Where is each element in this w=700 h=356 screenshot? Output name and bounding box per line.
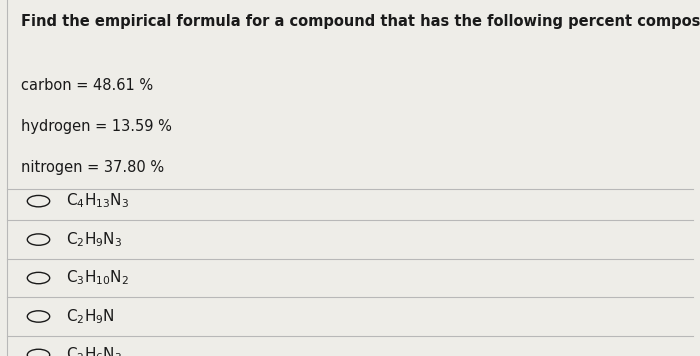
- Text: Find the empirical formula for a compound that has the following percent composi: Find the empirical formula for a compoun…: [21, 14, 700, 29]
- Text: $\mathrm{C_4H_{13}N_3}$: $\mathrm{C_4H_{13}N_3}$: [66, 192, 130, 210]
- Text: $\mathrm{C_2H_6N_3}$: $\mathrm{C_2H_6N_3}$: [66, 346, 123, 356]
- Text: carbon = 48.61 %: carbon = 48.61 %: [21, 78, 153, 93]
- Text: nitrogen = 37.80 %: nitrogen = 37.80 %: [21, 160, 164, 175]
- Text: $\mathrm{C_3H_{10}N_2}$: $\mathrm{C_3H_{10}N_2}$: [66, 269, 130, 287]
- Text: hydrogen = 13.59 %: hydrogen = 13.59 %: [21, 119, 172, 134]
- Text: $\mathrm{C_2H_9N_3}$: $\mathrm{C_2H_9N_3}$: [66, 230, 123, 249]
- Text: $\mathrm{C_2H_9N}$: $\mathrm{C_2H_9N}$: [66, 307, 116, 326]
